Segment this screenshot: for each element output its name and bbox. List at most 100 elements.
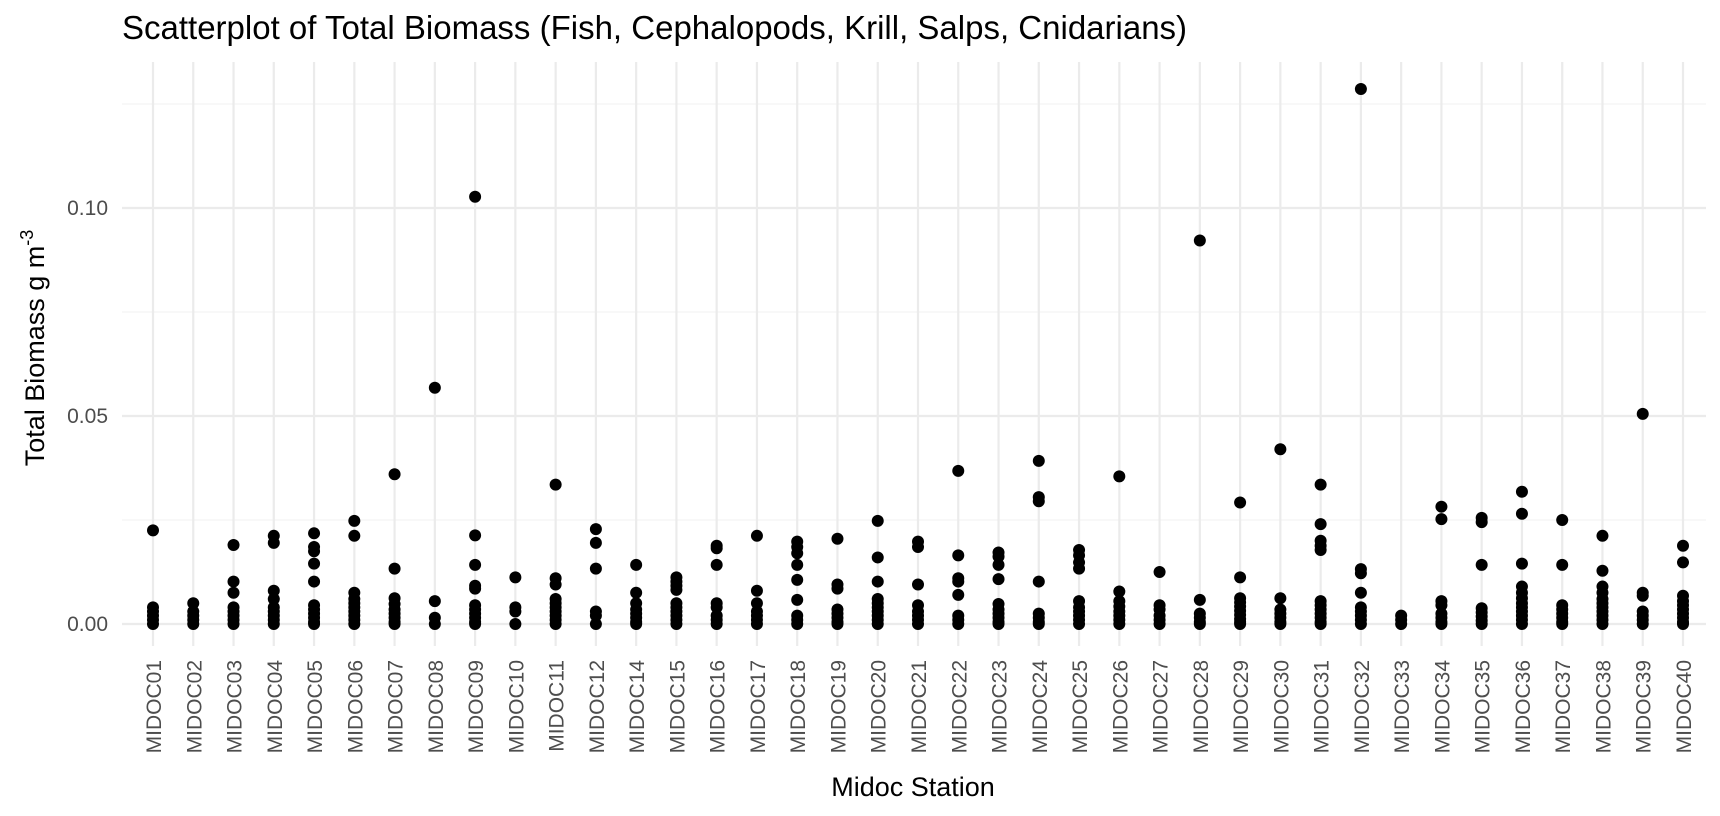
- y-tick-label: 0.05: [67, 405, 108, 428]
- x-tick-label: MIDOC20: [868, 660, 891, 753]
- data-point: [630, 586, 643, 599]
- data-point: [952, 588, 965, 601]
- data-point: [912, 618, 924, 630]
- x-tick-label: MIDOC12: [586, 660, 609, 753]
- x-tick-label: MIDOC11: [546, 660, 569, 752]
- data-point: [670, 583, 683, 596]
- data-point: [952, 618, 965, 630]
- y-tick-label: 0.10: [67, 197, 108, 220]
- data-point: [308, 527, 321, 540]
- data-point: [388, 468, 401, 481]
- x-tick-label: MIDOC33: [1391, 660, 1414, 753]
- data-point: [1032, 495, 1045, 508]
- data-point: [469, 582, 482, 595]
- x-tick-label: MIDOC24: [1029, 660, 1052, 754]
- data-point: [388, 618, 401, 630]
- x-tick-label: MIDOC35: [1472, 660, 1495, 753]
- data-points: [147, 83, 1689, 630]
- data-point: [589, 523, 602, 536]
- data-point: [1153, 618, 1166, 630]
- x-tick-label: MIDOC30: [1270, 660, 1293, 753]
- data-point: [428, 595, 441, 608]
- data-point: [952, 575, 965, 588]
- data-point: [308, 545, 321, 558]
- data-point: [710, 558, 723, 571]
- x-tick-label: MIDOC18: [787, 660, 810, 753]
- data-point: [750, 529, 763, 542]
- data-point: [227, 586, 240, 599]
- x-tick-label: MIDOC09: [465, 660, 488, 753]
- x-tick-label: MIDOC32: [1351, 660, 1374, 753]
- data-point: [1596, 618, 1609, 630]
- data-point: [1354, 586, 1367, 599]
- x-tick-label: MIDOC40: [1673, 660, 1696, 753]
- data-point: [1636, 407, 1649, 420]
- x-axis-ticks: MIDOC01 MIDOC02 MIDOC03 MIDOC04 MIDOC05 MIDOC…: [143, 660, 1696, 754]
- data-point: [952, 464, 965, 477]
- x-tick-label: MIDOC19: [827, 660, 850, 753]
- data-point: [1435, 599, 1448, 612]
- data-point: [1677, 539, 1689, 552]
- x-tick-label: MIDOC34: [1431, 660, 1454, 754]
- y-axis-ticks: 0.00 0.05 0.10: [67, 197, 108, 636]
- data-point: [267, 618, 280, 630]
- data-point: [710, 601, 723, 614]
- data-point: [469, 529, 482, 542]
- data-point: [469, 190, 482, 203]
- data-point: [227, 538, 240, 551]
- data-point: [1234, 496, 1247, 509]
- x-tick-label: MIDOC17: [747, 660, 770, 753]
- data-point: [509, 571, 522, 584]
- x-tick-label: MIDOC29: [1230, 660, 1253, 753]
- data-point: [1596, 529, 1609, 542]
- data-point: [1556, 618, 1569, 630]
- x-tick-label: MIDOC08: [425, 660, 448, 753]
- data-point: [308, 557, 321, 570]
- data-point: [469, 558, 482, 571]
- data-point: [1515, 507, 1528, 520]
- data-point: [428, 618, 441, 630]
- data-point: [509, 605, 522, 618]
- data-point: [1677, 618, 1689, 630]
- data-point: [1435, 500, 1448, 513]
- data-point: [831, 618, 844, 630]
- data-point: [871, 575, 884, 588]
- data-point: [1113, 585, 1126, 598]
- data-point: [549, 618, 562, 630]
- data-point: [227, 618, 240, 630]
- data-point: [1354, 83, 1367, 96]
- data-point: [831, 582, 844, 595]
- data-point: [1113, 618, 1126, 630]
- data-point: [1354, 618, 1367, 630]
- data-point: [1435, 618, 1448, 630]
- data-point: [348, 529, 361, 542]
- data-point: [791, 547, 804, 560]
- data-point: [1153, 566, 1166, 578]
- x-tick-label: MIDOC36: [1512, 660, 1535, 753]
- x-tick-label: MIDOC15: [666, 660, 689, 753]
- data-point: [750, 597, 763, 610]
- x-tick-label: MIDOC02: [183, 660, 206, 753]
- data-point: [267, 593, 280, 606]
- data-point: [1556, 514, 1569, 526]
- data-point: [428, 381, 441, 394]
- x-tick-label: MIDOC27: [1150, 660, 1173, 753]
- data-point: [308, 575, 321, 588]
- x-tick-label: MIDOC10: [505, 660, 528, 753]
- x-tick-label: MIDOC37: [1552, 660, 1575, 753]
- data-point: [791, 573, 804, 586]
- data-point: [1636, 589, 1649, 602]
- x-tick-label: MIDOC22: [948, 660, 971, 753]
- data-point: [589, 609, 602, 622]
- x-tick-label: MIDOC31: [1311, 660, 1334, 753]
- data-point: [1435, 513, 1448, 526]
- y-axis-title-superscript: -3: [17, 230, 37, 246]
- data-point: [1314, 478, 1327, 491]
- x-tick-label: MIDOC21: [908, 660, 931, 753]
- y-tick-label: 0.00: [67, 613, 108, 636]
- data-point: [1636, 618, 1649, 630]
- data-point: [791, 558, 804, 571]
- data-point: [1314, 543, 1327, 556]
- data-point: [1354, 567, 1367, 580]
